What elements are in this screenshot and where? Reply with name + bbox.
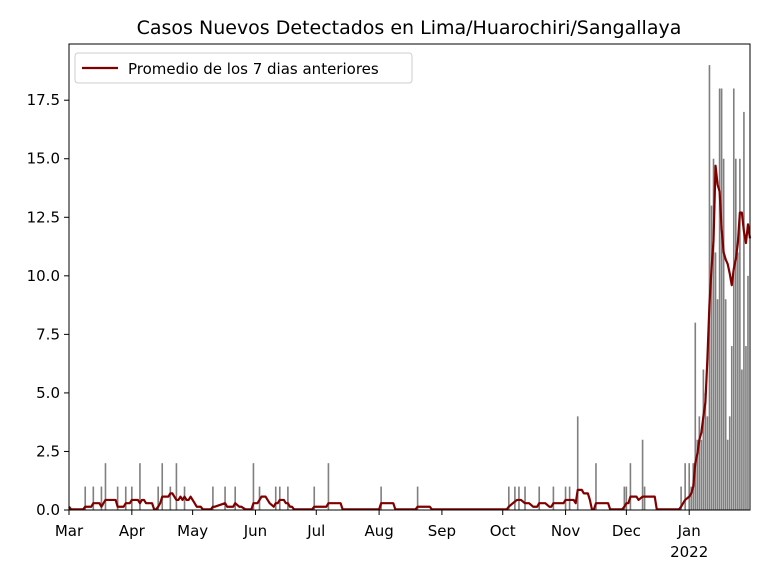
bar [728,416,731,510]
bar [175,463,178,510]
bar [274,486,277,510]
x-axis: Mar Apr May Jun Jul Aug Sep Oct Nov Dec Jan 2022 [55,510,708,561]
bar [704,392,707,510]
bar [116,486,119,510]
x-tick-label: Jan [677,522,701,540]
bar [737,252,739,510]
bar [538,486,541,510]
bar [684,463,686,510]
bar [747,275,749,510]
bar [508,486,510,510]
legend-label: Promedio de los 7 dias anteriores [128,60,379,78]
bar [252,463,255,510]
bar [720,88,723,511]
x-tick-label: Sep [428,522,456,540]
y-tick-label: 0.0 [36,501,60,519]
x-tick-label: Nov [551,522,580,540]
bar [739,158,741,511]
bar [714,252,717,510]
bar [157,486,159,510]
bar [224,486,226,510]
bar [131,486,133,510]
x-tick-label: May [177,522,208,540]
chart-title: Casos Nuevos Detectados en Lima/Huarochi… [137,17,682,39]
x-tick-label: Dec [612,522,641,540]
bar [716,299,719,510]
bar [700,439,703,510]
bar [732,88,735,511]
bar [696,439,699,510]
bar [741,369,743,510]
legend-box [74,52,413,84]
bar [212,486,214,510]
bar [718,88,721,511]
x-tick-label: Oct [490,522,516,540]
bar [124,486,127,510]
y-tick-label: 2.5 [36,442,60,460]
bar [380,486,382,510]
bar [595,463,597,510]
bar [518,486,520,510]
bar [416,486,419,510]
bar [576,416,579,510]
x-tick-label: Jul [306,522,325,540]
bar [564,486,567,510]
bar [735,158,737,511]
bar [327,463,330,510]
bar [641,439,644,510]
bar [745,346,747,510]
bar [698,416,701,510]
bar [139,463,141,510]
bar [100,486,103,510]
bar [680,486,682,510]
y-tick-label: 5.0 [36,384,60,402]
y-tick-label: 17.5 [27,91,60,109]
bar [104,463,107,510]
bar [169,486,172,510]
y-tick-label: 15.0 [27,150,60,168]
plot-frame [68,43,751,511]
bar [722,158,725,511]
bar [278,486,281,510]
x-tick-label: Apr [119,522,146,540]
bar [702,369,705,510]
bar [552,486,555,510]
bar [690,486,693,510]
bar [92,486,95,510]
bar [313,486,316,510]
bar [710,205,713,510]
bar-series [84,65,749,511]
x-tick-label: Jun [243,522,267,540]
y-tick-label: 7.5 [36,325,60,343]
bar [706,416,709,510]
bar [84,486,87,510]
bar [287,486,289,510]
x-tick-year-label: 2022 [670,543,708,561]
bar [623,486,626,510]
bar [688,463,691,510]
y-tick-label: 12.5 [27,208,60,226]
bar [724,299,727,510]
bar [234,486,237,510]
bar [643,486,646,510]
x-tick-label: Aug [364,522,393,540]
bar [743,111,745,510]
bar [694,322,697,510]
bar [161,463,164,510]
y-axis: 0.0 2.5 5.0 7.5 10.0 12.5 15.0 17.5 [27,91,69,519]
bar [629,463,632,510]
bar [524,486,526,510]
bar [625,486,628,510]
bar [514,486,516,510]
y-tick-label: 10.0 [27,267,60,285]
x-tick-label: Mar [55,522,84,540]
bar [726,439,729,510]
bar [712,158,715,511]
bar [730,346,733,510]
legend: Promedio de los 7 dias anteriores [74,52,413,84]
average-line [68,164,752,511]
bar [568,486,571,510]
